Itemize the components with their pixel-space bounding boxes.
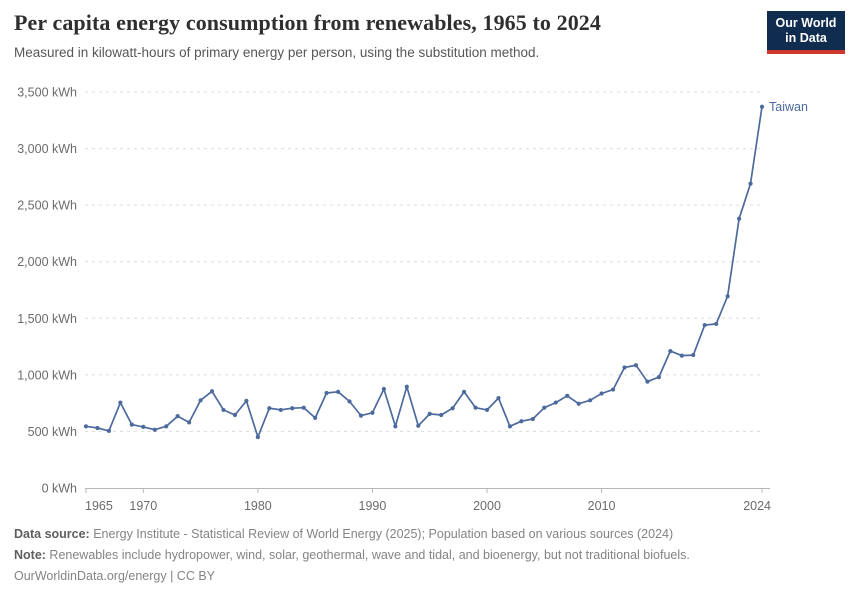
y-tick-label-1500: 1,500 kWh [17,312,77,326]
data-point-taiwan-2003[interactable] [519,419,524,424]
data-point-taiwan-1972[interactable] [164,424,169,429]
data-point-taiwan-1982[interactable] [278,407,283,413]
y-tick-label-0: 0 kWh [42,482,77,496]
x-tick-label-2024: 2024 [743,499,771,513]
data-point-taiwan-1996[interactable] [439,412,444,418]
series-line-taiwan[interactable] [85,105,763,438]
data-point-taiwan-2007[interactable] [565,393,570,398]
entity-label-taiwan: Taiwan [769,100,808,114]
data-point-taiwan-1978[interactable] [232,412,238,418]
data-point-taiwan-1993[interactable] [404,384,409,389]
data-point-taiwan-1998[interactable] [462,389,467,394]
data-point-taiwan-1992[interactable] [393,424,398,429]
x-tick-label-1970: 1970 [129,499,157,513]
chart-footer: Data source: Energy Institute - Statisti… [14,524,814,587]
data-point-taiwan-1991[interactable] [381,386,386,392]
data-point-taiwan-2019[interactable] [702,322,707,328]
y-tick-label-1000: 1,000 kWh [17,368,77,382]
owid-energy-link[interactable]: OurWorldinData.org/energy | CC BY [14,569,216,583]
data-point-taiwan-1976[interactable] [209,389,215,394]
data-source-text: Energy Institute - Statistical Review of… [89,527,674,541]
y-tick-label-500: 500 kWh [28,425,77,439]
y-tick-label-3000: 3,000 kWh [17,142,77,156]
data-point-taiwan-1971[interactable] [152,427,157,432]
chart-subtitle: Measured in kilowatt-hours of primary en… [14,45,540,60]
data-point-taiwan-1984[interactable] [301,405,306,410]
data-point-taiwan-2016[interactable] [668,348,673,354]
data-point-taiwan-1965[interactable] [83,424,89,429]
data-point-taiwan-1967[interactable] [106,428,112,433]
data-point-taiwan-2005[interactable] [542,405,547,410]
data-point-taiwan-2002[interactable] [507,424,513,429]
data-point-taiwan-2006[interactable] [553,400,558,405]
data-point-taiwan-1999[interactable] [473,405,478,410]
data-point-taiwan-1975[interactable] [198,398,203,403]
y-tick-label-2000: 2,000 kWh [17,255,77,269]
owid-logo-line2: in Data [785,31,827,45]
data-point-taiwan-2008[interactable] [576,401,581,406]
data-point-taiwan-1980[interactable] [255,434,260,440]
data-point-taiwan-1983[interactable] [290,406,295,411]
license-line: OurWorldinData.org/energy | CC BY [14,566,814,587]
data-point-taiwan-1994[interactable] [416,423,421,428]
data-point-taiwan-2022[interactable] [736,216,742,221]
data-point-taiwan-1968[interactable] [118,400,123,405]
data-point-taiwan-2021[interactable] [725,294,730,299]
x-tick-label-1980: 1980 [244,499,272,513]
data-point-taiwan-2012[interactable] [622,365,627,370]
owid-logo[interactable]: Our World in Data [767,11,845,54]
data-point-taiwan-1988[interactable] [347,399,352,404]
data-point-taiwan-2015[interactable] [656,375,661,380]
note-text: Renewables include hydropower, wind, sol… [45,548,690,562]
owid-logo-line1: Our World [775,16,837,30]
chart-header: Per capita energy consumption from renew… [14,10,754,60]
data-point-taiwan-1981[interactable] [267,406,272,411]
data-point-taiwan-1985[interactable] [313,415,318,420]
x-tick-label-2000: 2000 [473,499,501,513]
data-point-taiwan-1997[interactable] [450,406,455,411]
data-point-taiwan-2013[interactable] [633,363,639,368]
data-point-taiwan-2018[interactable] [691,352,696,358]
data-source-label: Data source: [14,527,90,541]
data-point-taiwan-2017[interactable] [679,353,684,358]
x-tick-label-1990: 1990 [359,499,387,513]
data-point-taiwan-1966[interactable] [95,425,100,431]
data-point-taiwan-1974[interactable] [187,420,192,425]
y-tick-label-2500: 2,500 kWh [17,199,77,213]
x-tick-label-1965: 1965 [85,499,113,513]
x-tick-label-2010: 2010 [588,499,616,513]
data-point-taiwan-1969[interactable] [129,422,134,427]
data-source-line: Data source: Energy Institute - Statisti… [14,524,814,545]
data-point-taiwan-1973[interactable] [175,414,180,419]
data-point-taiwan-2001[interactable] [496,395,501,401]
y-tick-label-3500: 3,500 kWh [17,86,77,100]
data-point-taiwan-2011[interactable] [610,387,616,392]
data-point-taiwan-2020[interactable] [714,321,719,327]
note-label: Note: [14,548,46,562]
data-point-taiwan-1977[interactable] [221,407,226,413]
data-point-taiwan-1990[interactable] [370,410,375,415]
data-point-taiwan-2010[interactable] [599,391,604,396]
data-point-taiwan-2004[interactable] [530,416,535,422]
data-point-taiwan-1970[interactable] [141,424,146,430]
data-point-taiwan-1995[interactable] [427,411,432,416]
chart-title: Per capita energy consumption from renew… [14,10,602,35]
data-point-taiwan-1989[interactable] [358,413,364,418]
note-line: Note: Renewables include hydropower, win… [14,545,814,566]
data-point-taiwan-1987[interactable] [335,389,341,394]
data-point-taiwan-2000[interactable] [484,407,490,413]
data-point-taiwan-2023[interactable] [748,181,753,186]
data-point-taiwan-1986[interactable] [324,390,329,396]
data-point-taiwan-2024[interactable] [759,104,765,109]
data-point-taiwan-1979[interactable] [244,398,249,403]
data-point-taiwan-2009[interactable] [588,398,593,403]
data-point-taiwan-2014[interactable] [645,379,650,384]
